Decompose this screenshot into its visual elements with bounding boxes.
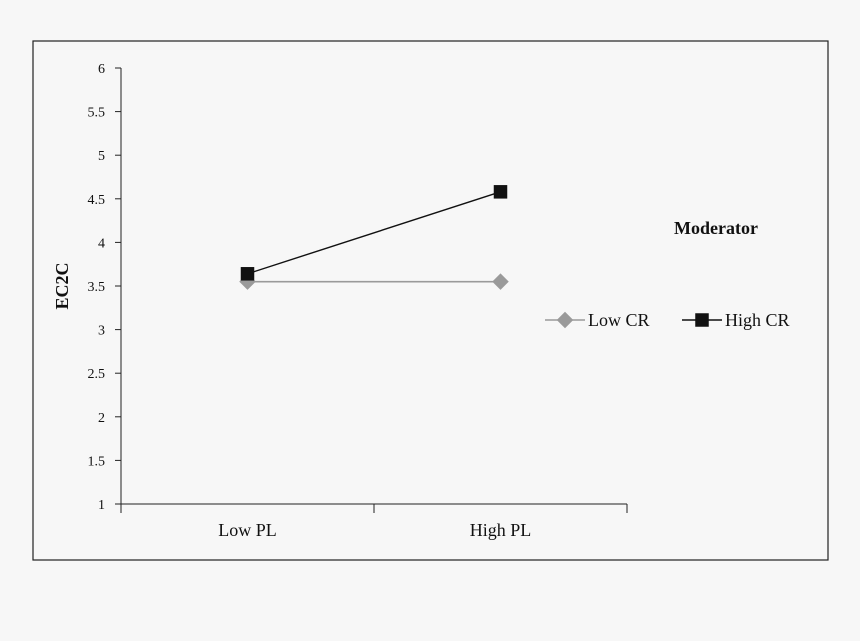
y-tick-label: 5.5 — [88, 106, 106, 121]
legend-title: Moderator — [674, 218, 758, 238]
y-tick-label: 6 — [98, 62, 105, 77]
legend-item-high-cr: High CR — [682, 310, 790, 330]
x-tick-label: High PL — [470, 520, 532, 540]
x-tick-label: Low PL — [218, 520, 277, 540]
y-axis: 1 1.5 2 2.5 3 3.5 4 4.5 5 5.5 6 — [88, 62, 122, 513]
y-tick-label: 2 — [98, 411, 105, 426]
legend: Low CR High CR — [545, 310, 790, 330]
square-marker — [240, 267, 255, 281]
square-marker — [695, 313, 709, 327]
diamond-marker — [492, 273, 509, 290]
y-tick-label: 5 — [98, 149, 105, 164]
y-tick-label: 4.5 — [88, 193, 106, 208]
y-tick-label: 2.5 — [88, 367, 106, 382]
chart-frame — [32, 40, 829, 561]
legend-item-low-cr: Low CR — [545, 310, 650, 330]
series-layer — [239, 185, 509, 290]
y-tick-label: 1.5 — [88, 454, 106, 469]
diamond-marker — [556, 311, 574, 329]
x-axis: Low PL High PL — [120, 503, 628, 540]
y-tick-label: 3 — [98, 324, 105, 339]
square-marker — [493, 185, 508, 199]
y-tick-label: 4 — [98, 236, 105, 251]
y-tick-label: 1 — [98, 498, 105, 513]
y-tick-label: 3.5 — [88, 280, 106, 295]
legend-label: Low CR — [588, 310, 650, 330]
series-high-cr — [240, 185, 508, 281]
legend-label: High CR — [725, 310, 790, 330]
series-line — [247, 191, 501, 275]
series-low-cr — [239, 273, 509, 290]
y-axis-label: EC2C — [52, 262, 72, 309]
